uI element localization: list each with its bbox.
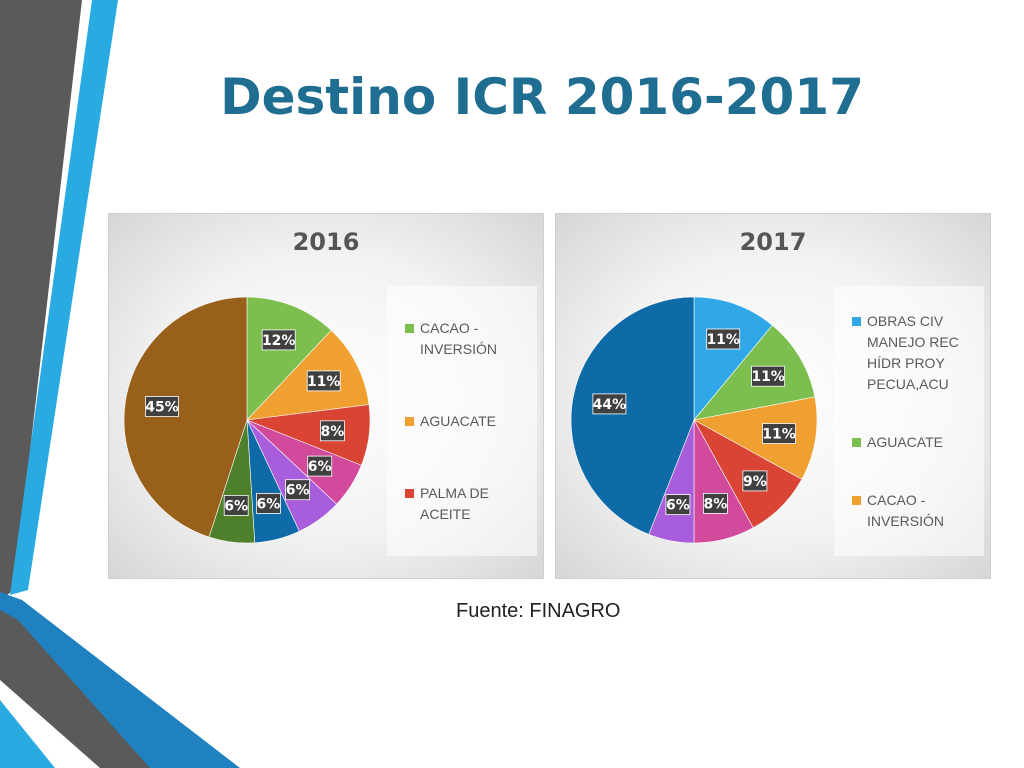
data-label: 6% <box>307 455 333 477</box>
chart-legend: OBRAS CIV MANEJO REC HÍDR PROY PECUA,ACU… <box>834 286 984 556</box>
data-label-text: 12% <box>262 333 296 349</box>
data-label-text: 9% <box>743 474 767 490</box>
data-label: 45% <box>145 396 179 417</box>
data-label-box <box>665 494 691 516</box>
pie-slice <box>570 296 695 535</box>
data-label: 11% <box>706 328 741 350</box>
pie-slice <box>693 296 773 421</box>
data-label-text: 6% <box>257 496 281 512</box>
legend-label: AGUACATE <box>867 433 943 450</box>
legend-entry: CACAO - INVERSIÓN <box>391 318 533 360</box>
data-label-text: 11% <box>751 369 785 385</box>
data-label: 44% <box>592 393 627 415</box>
data-label-text: 6% <box>286 483 310 499</box>
legend-label: AGUACATE <box>420 412 496 429</box>
legend-swatch <box>405 416 414 426</box>
data-label: 6% <box>255 492 281 514</box>
pie-plot: 11% 11% 11% 9% 8% 6% 44% <box>570 296 818 544</box>
data-label: 11% <box>306 370 341 392</box>
pie-slice <box>246 296 332 421</box>
data-label-box <box>306 370 341 392</box>
data-label-text: 6% <box>666 498 690 514</box>
data-label: 8% <box>702 492 728 514</box>
data-label: 9% <box>742 470 768 492</box>
pie-slice <box>693 396 818 480</box>
legend-swatch <box>852 437 861 447</box>
chart-legend: CACAO - INVERSIÓN AGUACATE PALMA DE ACEI… <box>387 286 537 556</box>
data-label: 8% <box>319 420 345 442</box>
data-label-box <box>702 492 728 514</box>
chart-title: 2017 <box>739 228 807 256</box>
data-label-box <box>255 492 281 514</box>
pie-chart-2017: 2017 11% 11% 11% 9% 8% 6% 44% OBRAS CIV MANEJO… <box>555 213 991 579</box>
data-label: 6% <box>665 494 691 516</box>
legend-label: OBRAS CIV MANEJO REC HÍDR PROY PECUA,ACU <box>867 312 959 392</box>
legend-swatch <box>852 495 861 505</box>
legend-swatch <box>405 323 414 333</box>
data-label-box <box>592 393 627 415</box>
data-label: 11% <box>751 365 786 387</box>
data-label-box <box>751 365 786 387</box>
data-label-text: 6% <box>308 459 332 475</box>
data-label: 12% <box>261 329 296 351</box>
data-label-box <box>706 328 741 350</box>
legend-swatch <box>852 316 861 326</box>
data-label-text: 11% <box>762 427 796 443</box>
legend-swatch <box>405 488 414 498</box>
data-label-box <box>319 420 345 442</box>
legend-label: CACAO - INVERSIÓN <box>420 319 498 357</box>
legend-entry: AGUACATE <box>391 411 533 432</box>
data-label-text: 45% <box>145 400 179 416</box>
data-label: 11% <box>762 423 796 444</box>
legend-entry: AGUACATE <box>838 432 980 453</box>
pie-chart-2016: 2016 12% 11% 8% 6% 6% 6% 6% 45% CACAO - INVERSI… <box>108 213 544 579</box>
legend-label: CACAO - INVERSIÓN <box>867 491 945 529</box>
data-label-box <box>285 479 311 501</box>
data-label-box <box>145 396 179 417</box>
legend-label: PALMA DE ACEITE <box>420 484 489 522</box>
data-label: 6% <box>223 494 249 516</box>
legend-entry: PALMA DE ACEITE <box>391 483 533 525</box>
data-label-text: 11% <box>307 374 341 390</box>
data-label-box <box>307 455 333 477</box>
data-label-box <box>762 423 796 444</box>
legend-entry: OBRAS CIV MANEJO REC HÍDR PROY PECUA,ACU <box>838 311 980 395</box>
data-label: 6% <box>285 479 311 501</box>
data-label-box <box>742 470 768 492</box>
legend-entry: CACAO - INVERSIÓN <box>838 490 980 532</box>
data-label-text: 6% <box>224 498 248 514</box>
chart-title: 2016 <box>292 228 360 256</box>
data-label-text: 11% <box>706 332 740 348</box>
slide-title: Destino ICR 2016-2017 <box>220 68 864 126</box>
data-label-box <box>261 329 296 351</box>
data-label-text: 8% <box>704 496 728 512</box>
data-label-text: 8% <box>321 424 345 440</box>
data-label-box <box>223 494 249 516</box>
source-note: Fuente: FINAGRO <box>456 600 621 622</box>
data-label-text: 44% <box>593 397 627 413</box>
pie-slice <box>123 296 248 538</box>
pie-plot: 12% 11% 8% 6% 6% 6% 6% 45% <box>123 296 371 544</box>
